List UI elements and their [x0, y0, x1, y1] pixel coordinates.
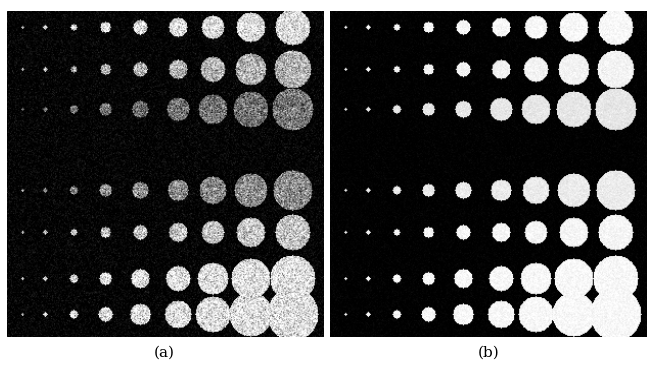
Text: (b): (b) [477, 346, 500, 360]
Text: (a): (a) [154, 346, 175, 360]
